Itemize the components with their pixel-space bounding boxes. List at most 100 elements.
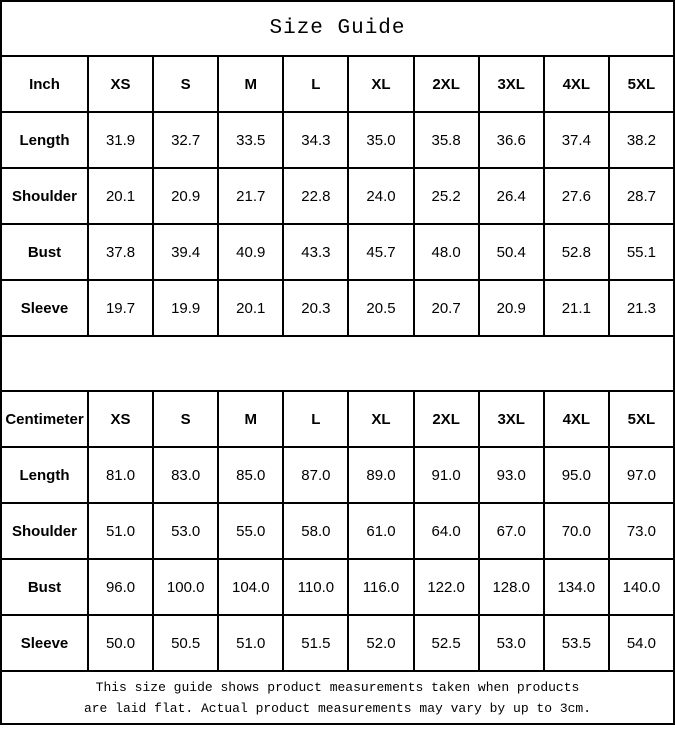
measurement-cell: 52.8 [542,223,610,281]
measurement-cell: 21.1 [542,279,610,337]
size-column-header-m: M [217,390,285,448]
measurement-cell: 89.0 [347,446,415,504]
measurement-cell: 35.8 [412,111,480,169]
measurement-cell: 20.1 [86,167,155,225]
footer-row: This size guide shows product measuremen… [0,670,675,725]
measurement-cell: 36.6 [477,111,545,169]
table-row: Length 31.9 32.7 33.5 34.3 35.0 35.8 36.6 37.4 38… [0,111,675,169]
row-label-length: Length [0,111,89,169]
measurement-cell: 83.0 [152,446,220,504]
measurement-cell: 53.5 [542,614,610,672]
row-label-sleeve: Sleeve [0,279,89,337]
unit-header-inch: Inch [0,55,89,113]
measurement-cell: 100.0 [152,558,220,616]
measurement-cell: 70.0 [542,502,610,560]
measurement-cell: 48.0 [412,223,480,281]
measurement-cell: 104.0 [217,558,285,616]
measurement-cell: 58.0 [282,502,350,560]
size-column-header-4xl: 4XL [542,390,610,448]
row-label-shoulder: Shoulder [0,167,89,225]
table-row: Sleeve 50.0 50.5 51.0 51.5 52.0 52.5 53.0 53.5 54… [0,614,675,672]
measurement-cell: 25.2 [412,167,480,225]
measurement-cell: 51.0 [217,614,285,672]
measurement-cell: 128.0 [477,558,545,616]
measurement-cell: 37.4 [542,111,610,169]
page-title: Size Guide [0,0,675,57]
table-row: Bust 37.8 39.4 40.9 43.3 45.7 48.0 50.4 52.8 55.1 [0,223,675,281]
size-column-header-xs: XS [86,390,155,448]
size-column-header-xs: XS [86,55,155,113]
measurement-cell: 33.5 [217,111,285,169]
measurement-cell: 52.0 [347,614,415,672]
measurement-cell: 85.0 [217,446,285,504]
measurement-cell: 20.9 [152,167,220,225]
measurement-cell: 87.0 [282,446,350,504]
measurement-cell: 51.0 [86,502,155,560]
measurement-cell: 51.5 [282,614,350,672]
measurement-cell: 43.3 [282,223,350,281]
measurement-cell: 20.5 [347,279,415,337]
footer-line-2: are laid flat. Actual product measuremen… [83,700,592,716]
measurement-cell: 24.0 [347,167,415,225]
measurement-cell: 31.9 [86,111,155,169]
table-row: Shoulder 51.0 53.0 55.0 58.0 61.0 64.0 67.0 70.0… [0,502,675,560]
measurement-cell: 64.0 [412,502,480,560]
table-row: Sleeve 19.7 19.9 20.1 20.3 20.5 20.7 20.9 21.1 21… [0,279,675,337]
measurement-cell: 32.7 [152,111,220,169]
measurement-cell: 55.0 [217,502,285,560]
measurement-cell: 45.7 [347,223,415,281]
measurement-cell: 96.0 [86,558,155,616]
size-column-header-5xl: 5XL [607,390,675,448]
table-row: Bust 96.0 100.0 104.0 110.0 116.0 122.0 128.0 13… [0,558,675,616]
measurement-cell: 19.7 [86,279,155,337]
measurement-cell: 38.2 [607,111,675,169]
table-row: Shoulder 20.1 20.9 21.7 22.8 24.0 25.2 26.4 27.6… [0,167,675,225]
measurement-cell: 50.4 [477,223,545,281]
measurement-cell: 20.3 [282,279,350,337]
measurement-cell: 67.0 [477,502,545,560]
inch-header-row: Inch XS S M L XL 2XL 3XL 4XL 5XL [0,55,675,113]
measurement-cell: 19.9 [152,279,220,337]
row-label-bust: Bust [0,558,89,616]
row-label-sleeve: Sleeve [0,614,89,672]
centimeter-table-body: Length 81.0 83.0 85.0 87.0 89.0 91.0 93.0 95.0 97… [0,446,675,672]
measurement-cell: 50.0 [86,614,155,672]
table-row: Length 81.0 83.0 85.0 87.0 89.0 91.0 93.0 95.0 97… [0,446,675,504]
measurement-cell: 61.0 [347,502,415,560]
measurement-cell: 20.9 [477,279,545,337]
measurement-cell: 37.8 [86,223,155,281]
size-column-header-3xl: 3XL [477,55,545,113]
measurement-cell: 40.9 [217,223,285,281]
measurement-cell: 110.0 [282,558,350,616]
measurement-cell: 53.0 [152,502,220,560]
measurement-cell: 50.5 [152,614,220,672]
table-gap-row [0,335,675,392]
measurement-cell: 122.0 [412,558,480,616]
size-column-header-l: L [282,55,350,113]
measurement-cell: 20.7 [412,279,480,337]
measurement-cell: 140.0 [607,558,675,616]
size-column-header-l: L [282,390,350,448]
measurement-cell: 54.0 [607,614,675,672]
measurement-cell: 27.6 [542,167,610,225]
measurement-cell: 55.1 [607,223,675,281]
measurement-cell: 134.0 [542,558,610,616]
measurement-cell: 39.4 [152,223,220,281]
size-column-header-xl: XL [347,55,415,113]
centimeter-header-row: Centimeter XS S M L XL 2XL 3XL 4XL 5XL [0,390,675,448]
table-gap [0,335,675,392]
measurement-cell: 21.7 [217,167,285,225]
size-column-header-m: M [217,55,285,113]
measurement-cell: 97.0 [607,446,675,504]
size-column-header-2xl: 2XL [412,55,480,113]
size-column-header-s: S [152,55,220,113]
measurement-cell: 35.0 [347,111,415,169]
row-label-bust: Bust [0,223,89,281]
measurement-cell: 73.0 [607,502,675,560]
measurement-cell: 116.0 [347,558,415,616]
measurement-cell: 21.3 [607,279,675,337]
measurement-cell: 26.4 [477,167,545,225]
size-column-header-5xl: 5XL [607,55,675,113]
size-column-header-2xl: 2XL [412,390,480,448]
